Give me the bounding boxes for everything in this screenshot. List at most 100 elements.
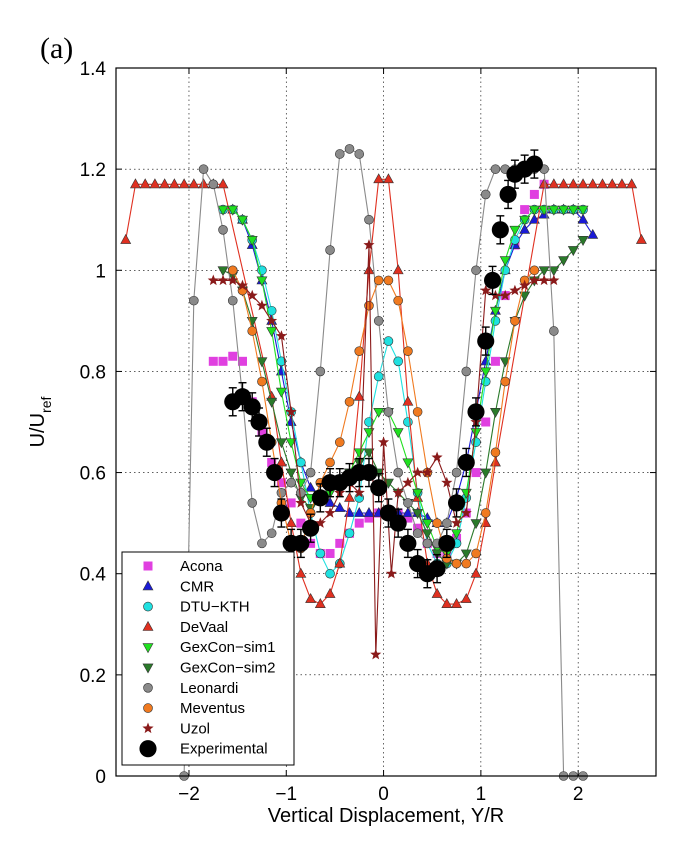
legend-marker — [142, 722, 154, 734]
data-point — [451, 517, 463, 528]
data-point — [217, 266, 229, 277]
data-point — [428, 560, 446, 578]
data-point — [548, 274, 560, 286]
data-point — [451, 558, 462, 569]
legend-label: GexCon−sim2 — [180, 660, 275, 677]
y-axis-label-main: U/U — [27, 413, 49, 447]
data-point — [558, 178, 570, 189]
data-point — [567, 205, 579, 216]
data-point — [198, 164, 209, 174]
data-point — [363, 507, 375, 517]
data-point — [315, 548, 326, 559]
data-point — [334, 437, 345, 448]
data-point — [334, 557, 346, 568]
data-point — [373, 371, 384, 382]
legend-box — [121, 551, 295, 766]
data-point — [208, 179, 219, 190]
data-point — [510, 316, 520, 326]
data-point — [228, 351, 238, 361]
data-point — [519, 223, 531, 234]
data-point — [460, 592, 472, 603]
legend-label: DTU−KTH — [180, 599, 250, 616]
data-point — [314, 598, 326, 608]
data-point — [246, 289, 258, 301]
data-point — [529, 265, 540, 276]
data-point — [519, 215, 531, 226]
legend-label: Leonardi — [180, 680, 238, 697]
legend-marker — [143, 682, 153, 693]
data-point — [353, 507, 365, 517]
data-point — [538, 274, 550, 286]
y-tick-label: 1.2 — [80, 160, 106, 181]
data-point — [285, 438, 297, 449]
data-point — [480, 189, 491, 200]
data-point — [354, 346, 365, 357]
data-point — [324, 587, 336, 598]
y-tick-label: 0.4 — [80, 565, 107, 586]
data-point — [344, 491, 355, 502]
y-axis-label: U/Uref — [27, 396, 54, 447]
data-point — [499, 256, 511, 267]
legend-label: CMR — [180, 578, 214, 595]
legend-marker — [142, 643, 154, 654]
data-point — [447, 494, 466, 512]
data-point — [461, 366, 472, 377]
data-point — [370, 479, 388, 497]
data-point — [296, 487, 306, 498]
data-point — [403, 498, 413, 508]
ticks: −2 −1 0 1 2 0 0.2 0.4 0.6 0.8 1 1.2 1.4 — [80, 59, 656, 805]
legend-label: GexCon−sim1 — [180, 639, 275, 656]
data-point — [324, 507, 336, 518]
data-point — [382, 173, 394, 184]
data-point — [168, 178, 180, 189]
data-point — [392, 486, 404, 498]
data-point — [354, 149, 365, 159]
legend-label: Meventus — [180, 700, 245, 717]
data-point — [334, 501, 346, 512]
data-point — [292, 534, 310, 552]
data-point — [402, 458, 414, 469]
data-point — [412, 466, 424, 478]
data-point — [217, 205, 229, 216]
data-point — [227, 295, 238, 306]
data-point — [276, 487, 287, 498]
data-point — [528, 205, 540, 216]
data-point — [548, 178, 560, 189]
data-point — [295, 567, 307, 578]
data-point — [353, 448, 365, 459]
data-point — [257, 376, 267, 387]
data-point — [421, 529, 433, 540]
data-point — [520, 205, 530, 215]
data-point — [311, 489, 329, 507]
data-point — [499, 357, 511, 368]
data-point — [266, 464, 284, 482]
data-point — [480, 508, 491, 518]
data-point — [500, 376, 510, 387]
data-point — [383, 336, 394, 346]
data-point — [218, 225, 228, 235]
legend-marker — [139, 740, 157, 758]
data-point — [509, 225, 521, 236]
data-point — [120, 233, 132, 244]
data-point — [499, 185, 517, 203]
data-point — [477, 332, 495, 350]
data-point — [188, 178, 200, 189]
data-point — [325, 245, 335, 255]
data-point — [519, 279, 531, 291]
data-point — [276, 478, 286, 488]
data-point — [528, 274, 540, 286]
data-point — [286, 498, 296, 508]
data-point — [256, 357, 268, 368]
data-point — [480, 284, 492, 296]
data-point — [490, 164, 501, 174]
data-point — [471, 548, 481, 559]
legend-marker — [142, 580, 154, 591]
data-point — [364, 513, 374, 523]
data-point — [217, 274, 229, 286]
data-point — [257, 538, 267, 549]
data-point — [460, 507, 472, 518]
data-point — [306, 538, 316, 548]
data-point — [256, 299, 268, 311]
data-point — [267, 457, 277, 467]
